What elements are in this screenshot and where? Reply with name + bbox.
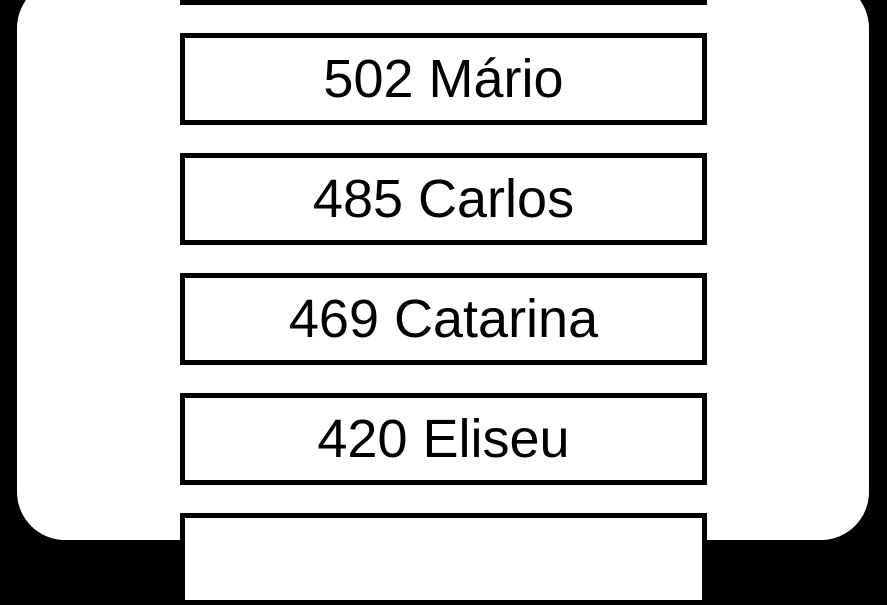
entry-score: 420 <box>317 409 408 469</box>
entry-score: 485 <box>312 169 404 229</box>
entry-name: Catarina <box>394 289 599 349</box>
entry-score: 502 <box>323 49 414 109</box>
entry-score: 469 <box>288 289 379 349</box>
leaderboard-entry-partial-top <box>180 0 707 5</box>
leaderboard-entry: 469 Catarina <box>180 273 707 365</box>
entry-name: Eliseu <box>422 409 570 469</box>
entry-name: Carlos <box>418 169 575 229</box>
leaderboard-entry: 420 Eliseu <box>180 393 707 485</box>
leaderboard-entry-partial-bottom <box>180 513 707 605</box>
leaderboard-entry: 485 Carlos <box>180 153 707 245</box>
entry-name: Mário <box>428 49 564 109</box>
leaderboard-entry: 502 Mário <box>180 33 707 125</box>
